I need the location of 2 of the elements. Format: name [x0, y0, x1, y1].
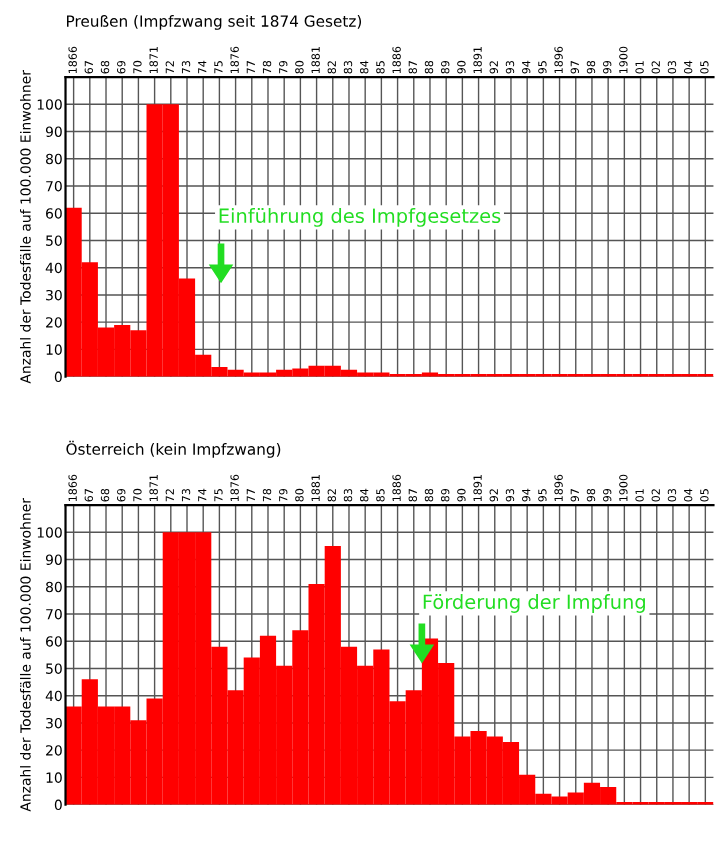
- annotation: Einführung des Impfgesetzes: [219, 208, 501, 227]
- annotation: Förderung der Impfung: [423, 594, 645, 613]
